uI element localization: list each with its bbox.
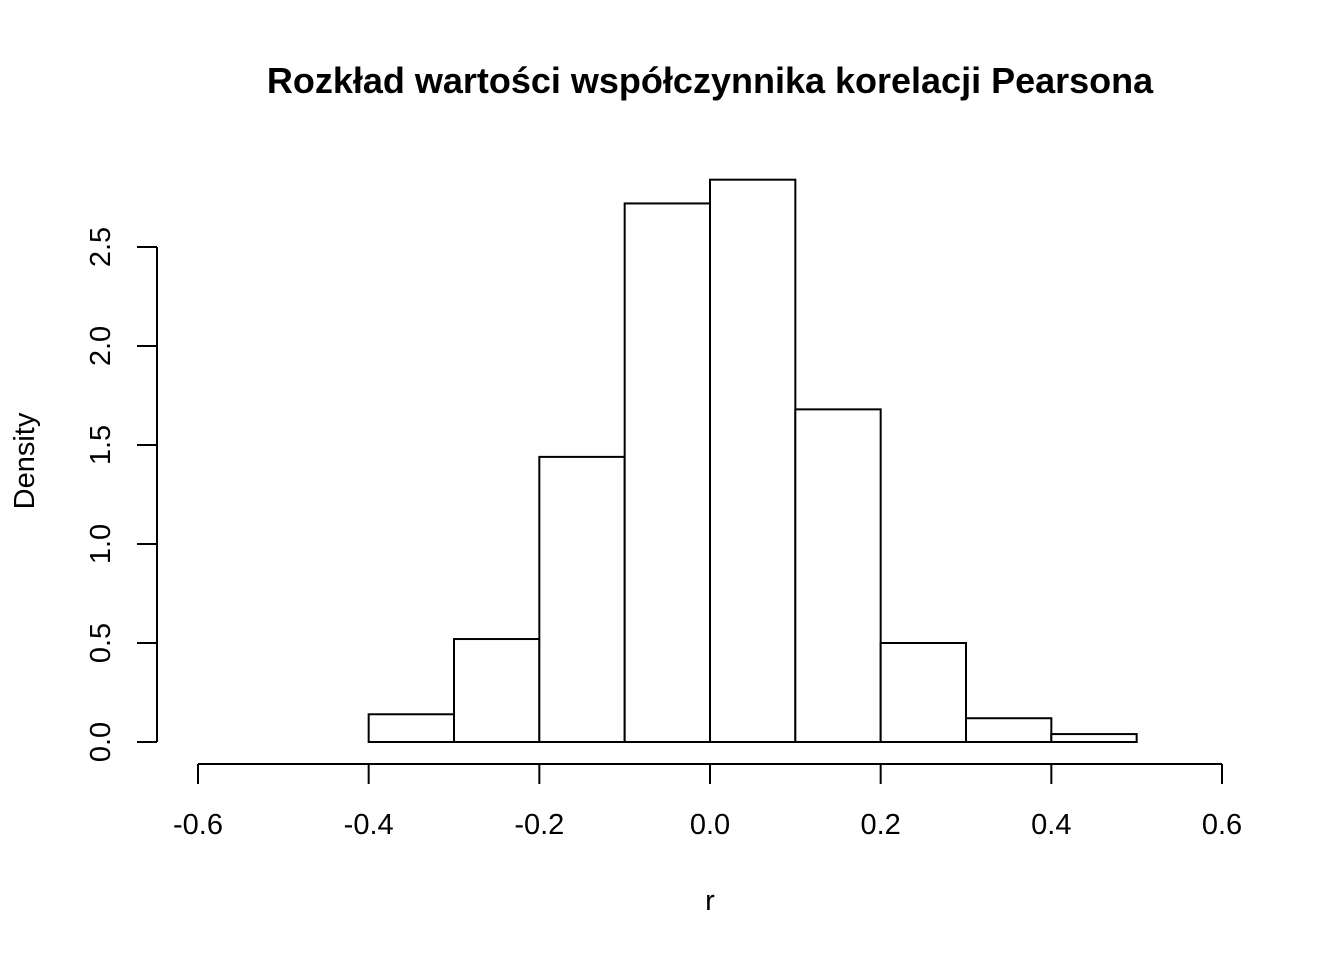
x-tick-label: -0.4 bbox=[344, 809, 394, 841]
histogram-bar bbox=[709, 178, 797, 743]
x-tick-label: 0.6 bbox=[1202, 809, 1242, 841]
y-tick-label: 0.5 bbox=[85, 623, 117, 663]
y-axis: 0.0 0.5 1.0 1.5 2.0 2.5 bbox=[85, 227, 158, 762]
x-tick-label: -0.6 bbox=[173, 809, 223, 841]
y-axis-label: Density bbox=[9, 412, 41, 509]
x-tick-label: -0.2 bbox=[514, 809, 564, 841]
chart-title: Rozkład wartości współczynnika korelacji… bbox=[267, 60, 1154, 101]
histogram-bar bbox=[794, 408, 882, 743]
x-tick-label: 0.0 bbox=[690, 809, 730, 841]
histogram-bar bbox=[1050, 733, 1138, 744]
histogram-bar bbox=[879, 642, 968, 743]
y-tick-label: 1.0 bbox=[85, 524, 117, 564]
histogram-bar bbox=[965, 717, 1053, 743]
histogram-bar bbox=[453, 638, 541, 743]
bars-group bbox=[367, 178, 1138, 744]
x-tick-label: 0.2 bbox=[861, 809, 901, 841]
y-tick-label: 0.0 bbox=[85, 722, 117, 762]
y-tick-label: 1.5 bbox=[85, 425, 117, 465]
histogram-bar bbox=[538, 455, 626, 743]
x-axis: -0.6 -0.4 -0.2 0.0 0.2 0.4 0.6 bbox=[173, 763, 1242, 841]
x-tick-label: 0.4 bbox=[1031, 809, 1071, 841]
y-tick-label: 2.0 bbox=[85, 326, 117, 366]
histogram-bar bbox=[623, 202, 712, 743]
y-tick-label: 2.5 bbox=[85, 227, 117, 267]
histogram-bar bbox=[367, 713, 455, 744]
x-axis-label: r bbox=[705, 885, 715, 917]
